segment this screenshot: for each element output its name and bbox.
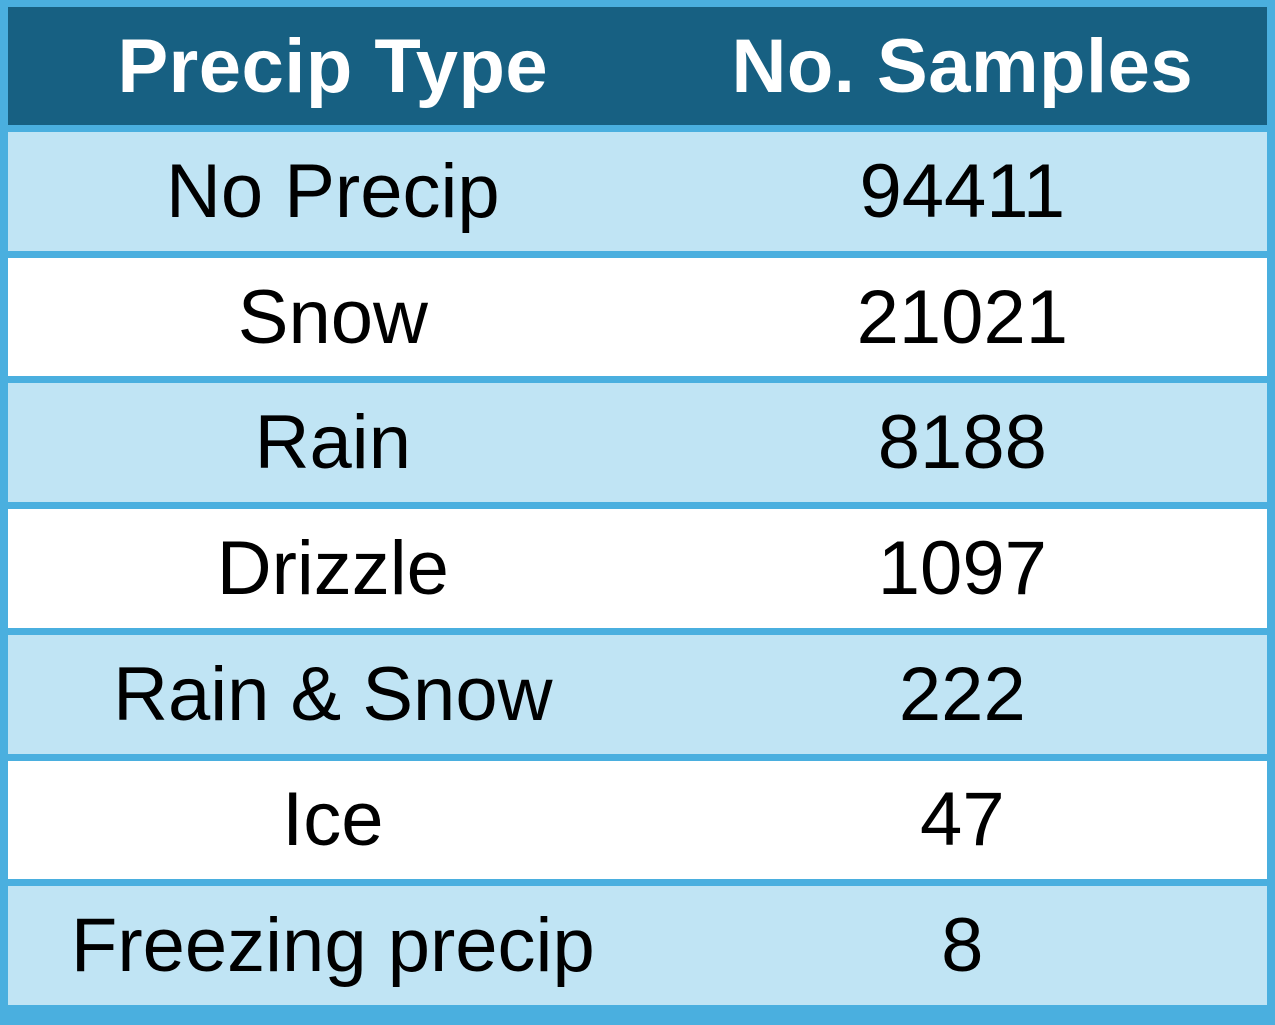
- cell-sample-count: 21021: [657, 257, 1267, 377]
- cell-precip-type: Snow: [8, 257, 658, 377]
- table-row: Snow 21021: [8, 257, 1267, 377]
- cell-precip-type: Ice: [8, 760, 658, 880]
- table-row: No Precip 94411: [8, 132, 1267, 251]
- cell-precip-type: Rain & Snow: [8, 634, 658, 754]
- cell-precip-type: Freezing precip: [8, 886, 658, 1005]
- cell-sample-count: 47: [657, 760, 1267, 880]
- header-no-samples: No. Samples: [657, 7, 1267, 125]
- table-row: Ice 47: [8, 760, 1267, 880]
- table-row: Rain 8188: [8, 383, 1267, 503]
- cell-sample-count: 8: [657, 886, 1267, 1005]
- cell-precip-type: Drizzle: [8, 509, 658, 628]
- header-row: Precip Type No. Samples: [8, 7, 1267, 125]
- cell-sample-count: 94411: [657, 132, 1267, 251]
- table-row: Drizzle 1097: [8, 509, 1267, 628]
- header-precip-type: Precip Type: [8, 7, 658, 125]
- cell-sample-count: 1097: [657, 509, 1267, 628]
- table-body: No Precip 94411 Snow 21021 Rain 8188 Dri…: [8, 132, 1267, 1005]
- table-row: Rain & Snow 222: [8, 634, 1267, 754]
- table-row: Freezing precip 8: [8, 886, 1267, 1005]
- cell-sample-count: 8188: [657, 383, 1267, 503]
- cell-precip-type: No Precip: [8, 132, 658, 251]
- precip-samples-table: Precip Type No. Samples No Precip 94411 …: [8, 0, 1267, 1012]
- cell-sample-count: 222: [657, 634, 1267, 754]
- cell-precip-type: Rain: [8, 383, 658, 503]
